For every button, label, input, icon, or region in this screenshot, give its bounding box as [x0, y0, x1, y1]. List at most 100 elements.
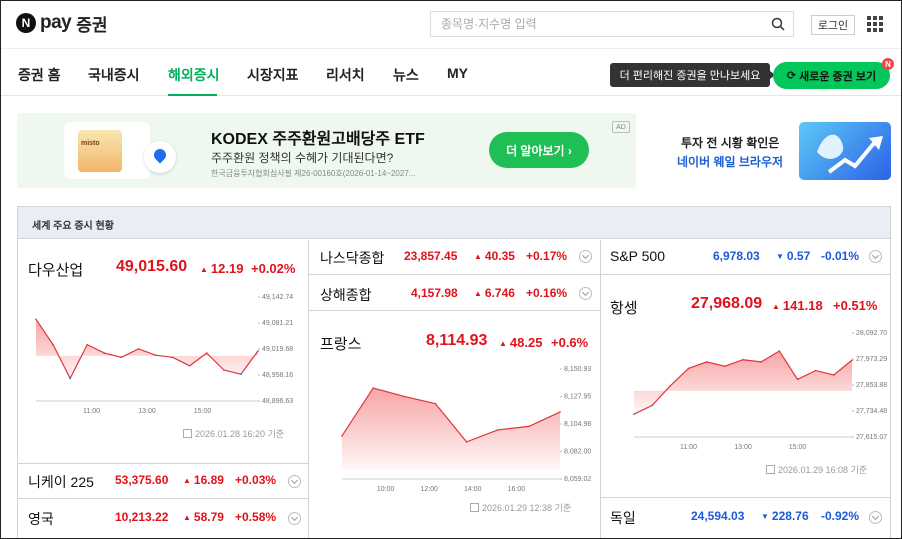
nav-my[interactable]: MY: [447, 65, 468, 81]
whale-promo-line2[interactable]: 네이버 웨일 브라우저: [677, 155, 784, 169]
ad-label: AD: [612, 121, 630, 133]
dow-point: [137, 348, 140, 350]
hangseng-point: [814, 369, 817, 372]
dow-change: 12.19: [210, 261, 244, 276]
up-arrow-icon: ▲: [772, 302, 780, 311]
france-y-tick: 8,150.93: [564, 366, 591, 373]
sp500-value: 6,978.03: [713, 249, 760, 263]
world-markets-header: 세계 주요 증시 현황: [18, 207, 890, 239]
france-y-tick: 8,082.00: [564, 449, 591, 456]
nav-news[interactable]: 뉴스: [393, 67, 419, 83]
germany-change: 228.76: [771, 509, 809, 523]
hangseng-change: 141.18: [782, 298, 823, 313]
new-badge: N: [882, 58, 894, 70]
shanghai-change: 6.746: [484, 286, 515, 300]
nasdaq-value: 23,857.45: [404, 249, 458, 263]
france-point: [559, 411, 561, 413]
apps-grid-icon[interactable]: [867, 16, 883, 32]
dow-point: [35, 318, 37, 321]
france-area: [342, 388, 560, 470]
hangseng-y-tick: 27,853.88: [856, 382, 887, 389]
france-point: [341, 435, 343, 437]
hangseng-pct: +0.51%: [833, 298, 878, 313]
dow-point: [120, 356, 123, 359]
hangseng-point: [778, 350, 781, 352]
ad-banner[interactable]: misto KODEX 주주환원고배당주 ETF 주주환원 정책의 수혜가 기대…: [17, 113, 636, 188]
france-name: 프랑스: [320, 336, 362, 353]
france-stamp: 2026.01.29 12:38 기준: [482, 503, 572, 513]
uk-expand-icon[interactable]: [288, 512, 301, 525]
search-box: [430, 11, 794, 37]
nav-domestic[interactable]: 국내증시: [88, 67, 140, 83]
sp500-expand-icon[interactable]: [869, 250, 882, 263]
uk-change: 58.79: [193, 510, 224, 524]
germany-expand-icon[interactable]: [869, 511, 882, 524]
germany-name: 독일: [610, 510, 636, 526]
whale-promo-line1[interactable]: 투자 전 시황 확인은: [681, 136, 780, 150]
france-x-tick: 12:00: [420, 486, 438, 493]
nikkei-expand-icon[interactable]: [288, 475, 301, 488]
hangseng-y-tick: 27,973.29: [856, 356, 887, 363]
down-arrow-icon: ▼: [761, 512, 769, 521]
logo-securities-text: 증권: [76, 15, 108, 35]
uk-name: 영국: [28, 511, 54, 527]
germany-pct: -0.92%: [821, 509, 860, 523]
nav-market-indicators[interactable]: 시장지표: [247, 67, 299, 83]
sp500-change: 0.57: [786, 249, 811, 263]
nikkei-pct: +0.03%: [235, 473, 277, 487]
germany-value: 24,594.03: [691, 509, 745, 523]
france-point: [372, 387, 374, 389]
refresh-icon: ⟳: [786, 70, 797, 82]
whale-chart-icon: [817, 134, 883, 174]
hangseng-point: [687, 367, 690, 370]
location-pin-icon: [144, 141, 176, 173]
france-value: 8,114.93: [426, 332, 488, 349]
nav-research[interactable]: 리서치: [326, 67, 365, 83]
dow-y-tick: 49,081.21: [262, 320, 293, 327]
nav-overseas[interactable]: 해외증시: [168, 67, 220, 83]
search-icon[interactable]: [771, 17, 785, 31]
hangseng-y-tick: 27,615.07: [856, 434, 887, 441]
france-x-tick: 14:00: [464, 486, 482, 493]
hangseng-chart: 28,092.70 27,973.29 27,853.88 27,734.48 27,6…: [633, 330, 887, 451]
dow-name: 다우산업: [28, 262, 84, 279]
france-y-tick: 8,127.95: [564, 394, 591, 401]
hangseng-area: [634, 351, 852, 415]
learn-more-button[interactable]: 더 알아보기 ›: [489, 132, 589, 168]
dow-y-tick: 48,958.16: [262, 372, 293, 379]
sp500-pct: -0.01%: [821, 249, 860, 263]
new-version-tooltip: 더 편리해진 증권을 만나보세요: [610, 63, 775, 87]
dow-stamp: 2026.01.28 16:20 기준: [195, 429, 285, 439]
uk-value: 10,213.22: [115, 510, 169, 524]
dow-value: 49,015.60: [116, 258, 188, 275]
login-button[interactable]: 로그인: [811, 15, 855, 35]
logo-pay-text: pay: [40, 12, 72, 33]
search-input[interactable]: [431, 12, 751, 36]
main-nav: 증권 홈 국내증시 해외증시 시장지표 리서치 뉴스 MY: [1, 48, 901, 96]
up-arrow-icon: ▲: [474, 289, 482, 298]
down-arrow-icon: ▼: [776, 252, 784, 261]
dow-series-line: [35, 318, 259, 380]
france-chart: 8,150.93 8,127.95 8,104.98 8,082.00 8,059.02…: [341, 366, 591, 493]
nasdaq-expand-icon[interactable]: [579, 250, 592, 263]
nav-securities-home[interactable]: 증권 홈: [18, 67, 61, 83]
whale-browser-image[interactable]: [799, 122, 891, 180]
ad-title: KODEX 주주환원고배당주 ETF: [211, 131, 425, 148]
uk-pct: +0.58%: [235, 510, 277, 524]
france-x-tick: 16:00: [508, 486, 526, 493]
up-arrow-icon: ▲: [499, 339, 507, 348]
hangseng-point: [705, 361, 708, 363]
calendar-icon: [470, 503, 479, 512]
sp500-name: S&P 500: [610, 248, 666, 264]
france-point: [434, 402, 437, 405]
naver-pay-logo[interactable]: N pay 증권: [16, 12, 108, 35]
shanghai-expand-icon[interactable]: [579, 287, 592, 300]
new-securities-button[interactable]: ⟳ 새로운 증권 보기: [773, 62, 890, 89]
france-point: [465, 441, 468, 443]
dow-point: [171, 356, 174, 359]
hangseng-point: [669, 385, 672, 387]
hangseng-x-tick: 11:00: [680, 444, 697, 451]
active-tab-underline: [168, 94, 217, 96]
france-y-tick: 8,104.98: [564, 421, 591, 428]
